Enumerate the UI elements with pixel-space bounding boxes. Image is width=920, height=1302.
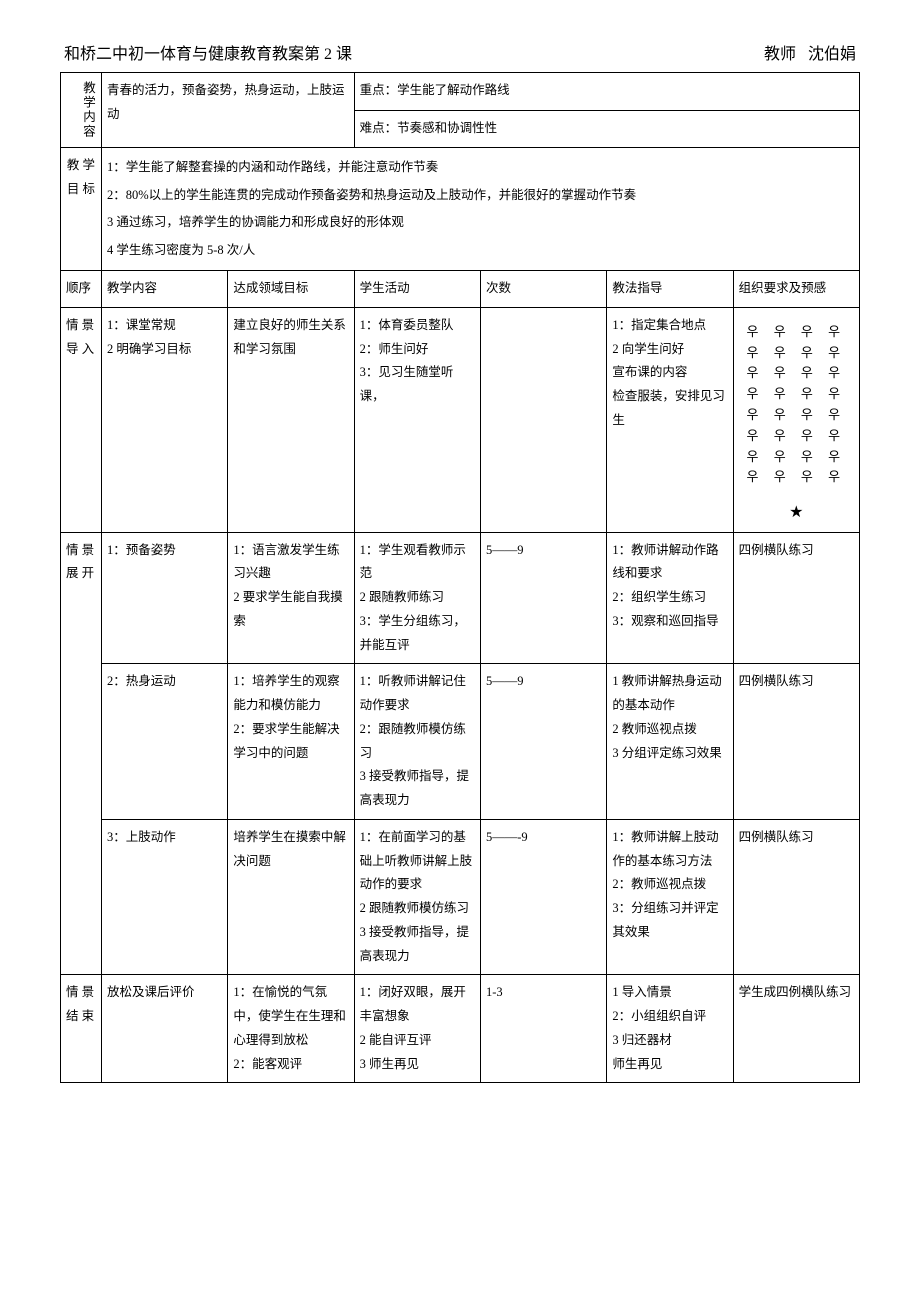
intro-activity: 1：体育委员整队 2：师生问好 3：见习生随堂听课， — [354, 307, 480, 532]
difficulty: 难点：节奏感和协调性性 — [354, 110, 859, 148]
end-org: 学生成四例横队练习 — [733, 975, 859, 1083]
dev2-count: 5——9 — [480, 664, 606, 820]
table-row: 2：热身运动 1：培养学生的观察能力和模仿能力 2：要求学生能解决学习中的问题 … — [61, 664, 860, 820]
seq-intro: 情 景导 入 — [61, 307, 102, 532]
dev2-goal: 1：培养学生的观察能力和模仿能力 2：要求学生能解决学习中的问题 — [228, 664, 354, 820]
goal-line: 1：学生能了解整套操的内涵和动作路线，并能注意动作节奏 — [107, 154, 854, 182]
table-row: 教 学目 标 1：学生能了解整套操的内涵和动作路线，并能注意动作节奏 2：80%… — [61, 148, 860, 271]
col-seq: 顺序 — [61, 271, 102, 308]
dev3-activity: 1：在前面学习的基础上听教师讲解上肢动作的要求 2 跟随教师模仿练习 3 接受教… — [354, 819, 480, 975]
table-row: 情 景结 束 放松及课后评价 1：在愉悦的气氛中，使学生在生理和心理得到放松 2… — [61, 975, 860, 1083]
end-guide: 1 导入情景 2：小组组织自评 3 归还器材 师生再见 — [607, 975, 733, 1083]
dev1-activity: 1：学生观看教师示范 2 跟随教师练习 3：学生分组练习，并能互评 — [354, 532, 480, 664]
title-right: 教师 沈伯娟 — [764, 40, 856, 64]
table-row: 情 景展 开 1：预备姿势 1：语言激发学生练习兴趣 2 要求学生能自我摸索 1… — [61, 532, 860, 664]
goal-line: 3 通过练习，培养学生的协调能力和形成良好的形体观 — [107, 209, 854, 237]
col-org: 组织要求及预感 — [733, 271, 859, 308]
end-goal: 1：在愉悦的气氛中，使学生在生理和心理得到放松 2：能客观评 — [228, 975, 354, 1083]
seq-dev: 情 景展 开 — [61, 532, 102, 975]
dev2-org: 四例横队练习 — [733, 664, 859, 820]
intro-guide: 1：指定集合地点 2 向学生问好 宣布课的内容 检查服装，安排见习生 — [607, 307, 733, 532]
intro-content: 1：课堂常规 2 明确学习目标 — [102, 307, 228, 532]
keypoint: 重点：学生能了解动作路线 — [354, 73, 859, 111]
dev3-count: 5——-9 — [480, 819, 606, 975]
end-count: 1-3 — [480, 975, 606, 1083]
col-count: 次数 — [480, 271, 606, 308]
col-content: 教学内容 — [102, 271, 228, 308]
goals-label: 教 学目 标 — [61, 148, 102, 271]
star-icon: ★ — [739, 500, 854, 526]
table-row: 情 景导 入 1：课堂常规 2 明确学习目标 建立良好的师生关系和学习氛围 1：… — [61, 307, 860, 532]
goal-line: 4 学生练习密度为 5-8 次/人 — [107, 237, 854, 265]
dev2-guide: 1 教师讲解热身运动的基本动作 2 教师巡视点拨 3 分组评定练习效果 — [607, 664, 733, 820]
intro-goal: 建立良好的师生关系和学习氛围 — [228, 307, 354, 532]
col-goal: 达成领域目标 — [228, 271, 354, 308]
dev3-content: 3：上肢动作 — [102, 819, 228, 975]
dev2-activity: 1：听教师讲解记住动作要求 2：跟随教师模仿练习 3 接受教师指导，提高表现力 — [354, 664, 480, 820]
end-activity: 1：闭好双眼，展开丰富想象 2 能自评互评 3 师生再见 — [354, 975, 480, 1083]
table-row: 3：上肢动作 培养学生在摸索中解决问题 1：在前面学习的基础上听教师讲解上肢动作… — [61, 819, 860, 975]
page-title: 和桥二中初一体育与健康教育教案第 2 课 教师 沈伯娟 — [60, 40, 860, 64]
dev1-goal: 1：语言激发学生练习兴趣 2 要求学生能自我摸索 — [228, 532, 354, 664]
lesson-plan-table: 教学内容 青春的活力，预备姿势，热身运动，上肢运动 重点：学生能了解动作路线 难… — [60, 72, 860, 1083]
formation-icon: 우 우 우 우 우 우 우 우 우 우 우 우 우 우 우 우 우 우 우 우 … — [739, 314, 854, 526]
dev2-content: 2：热身运动 — [102, 664, 228, 820]
title-left: 和桥二中初一体育与健康教育教案第 2 课 — [64, 40, 352, 64]
section-label-top: 教学内容 — [61, 73, 102, 148]
end-content: 放松及课后评价 — [102, 975, 228, 1083]
dev1-org: 四例横队练习 — [733, 532, 859, 664]
table-row: 教学内容 青春的活力，预备姿势，热身运动，上肢运动 重点：学生能了解动作路线 — [61, 73, 860, 111]
column-header-row: 顺序 教学内容 达成领域目标 学生活动 次数 教法指导 组织要求及预感 — [61, 271, 860, 308]
dev1-guide: 1：教师讲解动作路线和要求 2：组织学生练习 3：观察和巡回指导 — [607, 532, 733, 664]
seq-end: 情 景结 束 — [61, 975, 102, 1083]
dev1-count: 5——9 — [480, 532, 606, 664]
goals-cell: 1：学生能了解整套操的内涵和动作路线，并能注意动作节奏 2：80%以上的学生能连… — [102, 148, 860, 271]
content-text: 青春的活力，预备姿势，热身运动，上肢运动 — [102, 73, 355, 148]
intro-count — [480, 307, 606, 532]
dev3-guide: 1：教师讲解上肢动作的基本练习方法 2：教师巡视点拨 3：分组练习并评定其效果 — [607, 819, 733, 975]
goal-line: 2：80%以上的学生能连贯的完成动作预备姿势和热身运动及上肢动作，并能很好的掌握… — [107, 182, 854, 210]
col-activity: 学生活动 — [354, 271, 480, 308]
dev1-content: 1：预备姿势 — [102, 532, 228, 664]
intro-org: 우 우 우 우 우 우 우 우 우 우 우 우 우 우 우 우 우 우 우 우 … — [733, 307, 859, 532]
dev3-goal: 培养学生在摸索中解决问题 — [228, 819, 354, 975]
dev3-org: 四例横队练习 — [733, 819, 859, 975]
col-guide: 教法指导 — [607, 271, 733, 308]
